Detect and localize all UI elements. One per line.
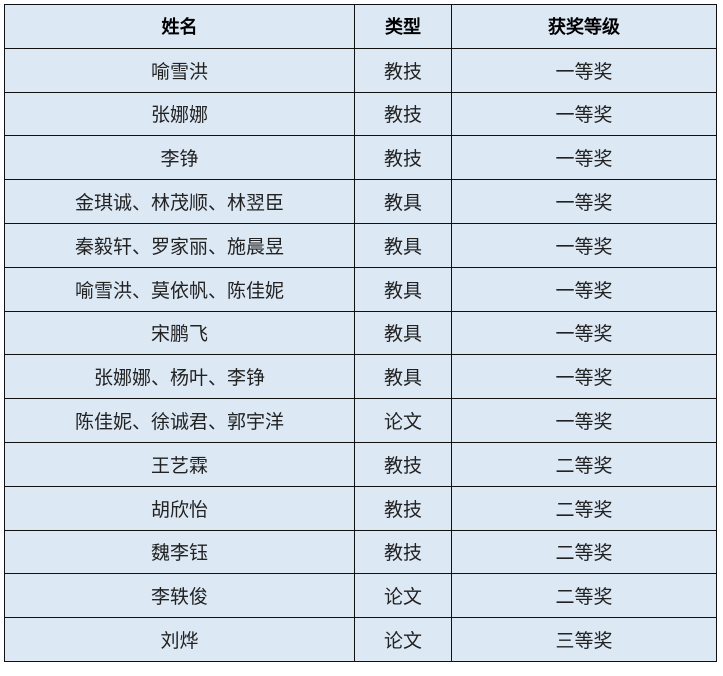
cell-award-level: 一等奖 xyxy=(451,266,717,312)
cell-award-level: 一等奖 xyxy=(451,47,717,93)
cell-type: 教具 xyxy=(354,354,452,400)
cell-type: 教具 xyxy=(354,222,452,268)
cell-type: 教具 xyxy=(354,179,452,224)
table-row: 秦毅轩、罗家丽、施晨昱 教具 一等奖 xyxy=(4,222,717,268)
header-name: 姓名 xyxy=(4,4,355,49)
cell-name: 金琪诚、林茂顺、林翌臣 xyxy=(4,179,355,224)
cell-type: 教技 xyxy=(354,135,452,181)
cell-award-level: 二等奖 xyxy=(451,529,717,575)
cell-type: 教具 xyxy=(354,310,452,356)
header-type: 类型 xyxy=(354,4,452,49)
cell-name: 胡欣怡 xyxy=(4,485,355,531)
cell-name: 秦毅轩、罗家丽、施晨昱 xyxy=(4,222,355,268)
cell-type: 教技 xyxy=(354,441,452,487)
table-row: 张娜娜、杨叶、李铮 教具 一等奖 xyxy=(4,354,717,400)
cell-award-level: 一等奖 xyxy=(451,354,717,400)
cell-name: 张娜娜、杨叶、李铮 xyxy=(4,354,355,400)
cell-award-level: 一等奖 xyxy=(451,179,717,224)
header-award-level: 获奖等级 xyxy=(451,4,717,49)
cell-award-level: 一等奖 xyxy=(451,222,717,268)
cell-award-level: 二等奖 xyxy=(451,441,717,487)
table-row: 喻雪洪 教技 一等奖 xyxy=(4,47,717,93)
cell-award-level: 一等奖 xyxy=(451,310,717,356)
table-row: 喻雪洪、莫依帆、陈佳妮 教具 一等奖 xyxy=(4,266,717,312)
cell-name: 宋鹏飞 xyxy=(4,310,355,356)
cell-name: 李铮 xyxy=(4,135,355,181)
table-row: 宋鹏飞 教具 一等奖 xyxy=(4,310,717,356)
cell-type: 教技 xyxy=(354,529,452,575)
cell-award-level: 二等奖 xyxy=(451,485,717,531)
cell-award-level: 一等奖 xyxy=(451,398,717,443)
table-row: 陈佳妮、徐诚君、郭宇洋 论文 一等奖 xyxy=(4,398,717,443)
table-row: 胡欣怡 教技 二等奖 xyxy=(4,485,717,531)
table-row: 刘烨 论文 三等奖 xyxy=(4,617,717,662)
cell-type: 教技 xyxy=(354,47,452,93)
cell-name: 陈佳妮、徐诚君、郭宇洋 xyxy=(4,398,355,443)
cell-type: 教技 xyxy=(354,485,452,531)
cell-type: 教具 xyxy=(354,266,452,312)
cell-award-level: 三等奖 xyxy=(451,617,717,662)
cell-award-level: 二等奖 xyxy=(451,573,717,619)
table-row: 李铮 教技 一等奖 xyxy=(4,135,717,181)
table-row: 金琪诚、林茂顺、林翌臣 教具 一等奖 xyxy=(4,179,717,224)
cell-type: 教技 xyxy=(354,91,452,137)
cell-award-level: 一等奖 xyxy=(451,135,717,181)
cell-name: 魏李钰 xyxy=(4,529,355,575)
cell-type: 论文 xyxy=(354,617,452,662)
cell-type: 论文 xyxy=(354,573,452,619)
cell-award-level: 一等奖 xyxy=(451,91,717,137)
cell-type: 论文 xyxy=(354,398,452,443)
cell-name: 张娜娜 xyxy=(4,91,355,137)
cell-name: 刘烨 xyxy=(4,617,355,662)
table-row: 王艺霖 教技 二等奖 xyxy=(4,441,717,487)
awards-table: 姓名 类型 获奖等级 喻雪洪 教技 一等奖 张娜娜 教技 一等奖 李铮 教技 一等奖 金琪诚、林茂… xyxy=(4,4,717,662)
table-row: 李轶俊 论文 二等奖 xyxy=(4,573,717,619)
cell-name: 喻雪洪、莫依帆、陈佳妮 xyxy=(4,266,355,312)
table-row: 张娜娜 教技 一等奖 xyxy=(4,91,717,137)
table-row: 魏李钰 教技 二等奖 xyxy=(4,529,717,575)
cell-name: 喻雪洪 xyxy=(4,47,355,93)
cell-name: 李轶俊 xyxy=(4,573,355,619)
cell-name: 王艺霖 xyxy=(4,441,355,487)
header-row: 姓名 类型 获奖等级 xyxy=(4,4,717,49)
